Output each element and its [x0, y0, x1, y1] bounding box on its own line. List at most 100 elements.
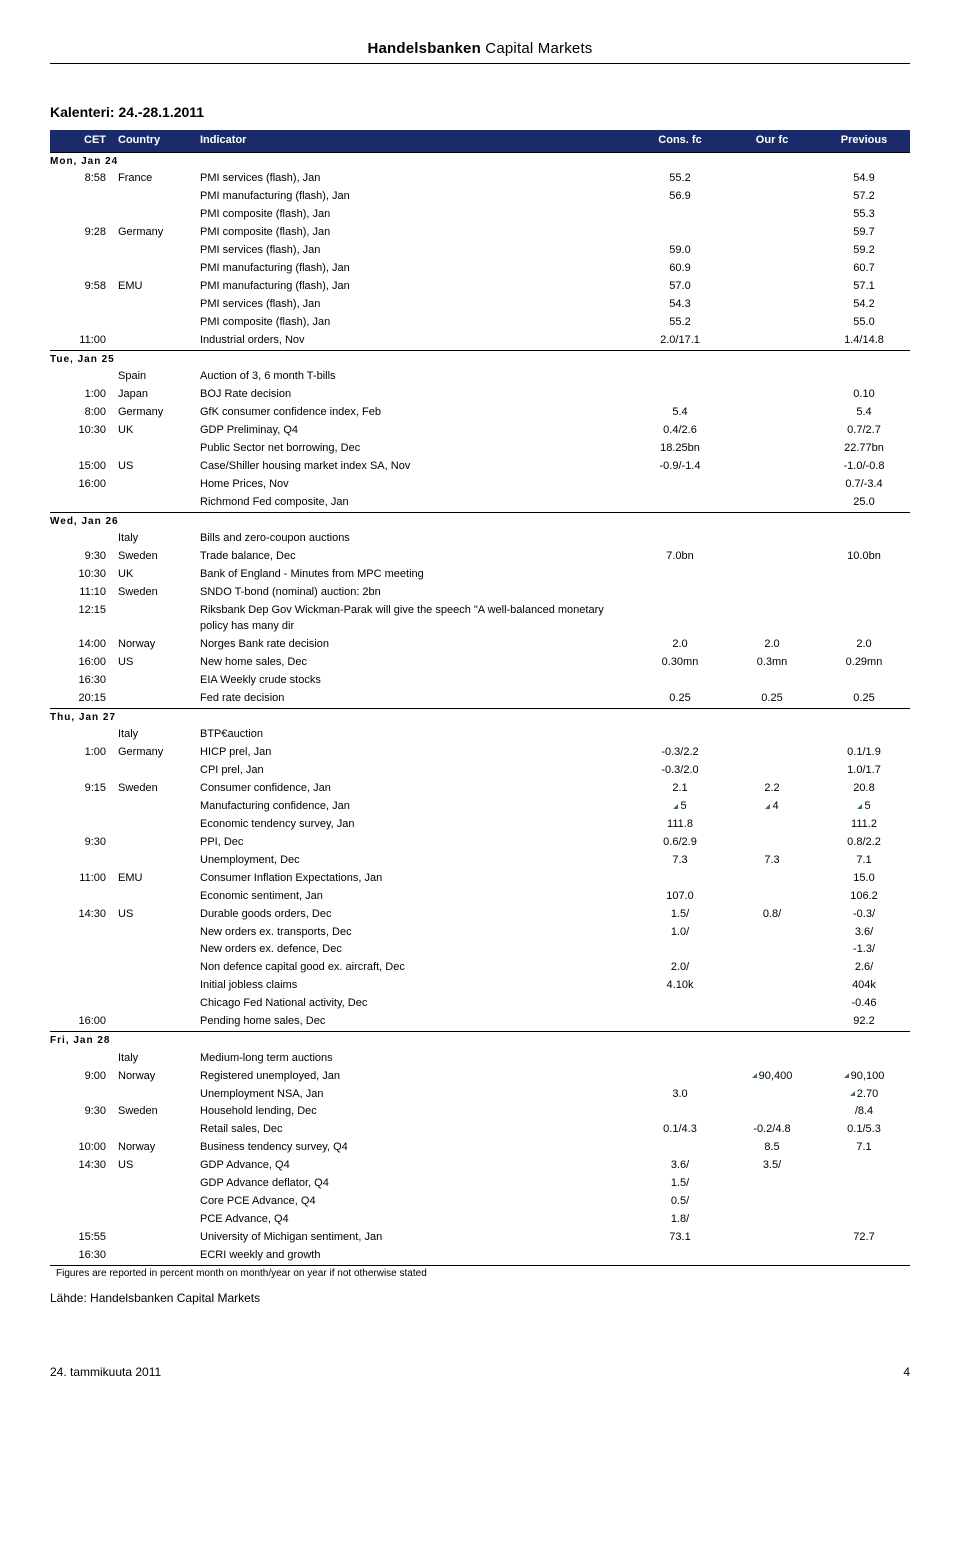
calendar-row: Manufacturing confidence, Jan545 [50, 798, 910, 816]
day-label-row: Fri, Jan 28 [50, 1032, 910, 1050]
cell-cons [634, 584, 726, 602]
cell-cons: -0.3/2.0 [634, 762, 726, 780]
cell-cet: 1:00 [50, 386, 112, 404]
cell-cet [50, 1175, 112, 1193]
footer-date: 24. tammikuuta 2011 [50, 1365, 161, 1379]
cell-country [112, 1175, 194, 1193]
cell-cons: 7.3 [634, 852, 726, 870]
cell-indicator: Fed rate decision [194, 690, 634, 708]
cell-country [112, 188, 194, 206]
source: Lähde: Handelsbanken Capital Markets [50, 1291, 910, 1305]
cell-prev: 0.1/1.9 [818, 744, 910, 762]
cell-country [112, 242, 194, 260]
cell-country [112, 296, 194, 314]
cell-prev: 5 [818, 798, 910, 816]
cell-cet: 16:00 [50, 654, 112, 672]
cell-cet [50, 924, 112, 942]
cell-country [112, 834, 194, 852]
cell-prev [818, 602, 910, 636]
cell-our [726, 548, 818, 566]
cell-country [112, 440, 194, 458]
cell-cet: 16:00 [50, 476, 112, 494]
cell-indicator: Bank of England - Minutes from MPC meeti… [194, 566, 634, 584]
cell-cons [634, 368, 726, 386]
cell-prev [818, 530, 910, 548]
calendar-row: 15:00USCase/Shiller housing market index… [50, 458, 910, 476]
cell-cons: -0.3/2.2 [634, 744, 726, 762]
cell-prev: 57.1 [818, 278, 910, 296]
calendar-row: 11:10SwedenSNDO T-bond (nominal) auction… [50, 584, 910, 602]
calendar-row: PMI manufacturing (flash), Jan56.957.2 [50, 188, 910, 206]
cell-our: 4 [726, 798, 818, 816]
cell-indicator: Trade balance, Dec [194, 548, 634, 566]
cell-cet [50, 959, 112, 977]
cell-country [112, 941, 194, 959]
cell-cons [634, 602, 726, 636]
cell-indicator: Durable goods orders, Dec [194, 906, 634, 924]
cell-prev: 59.7 [818, 224, 910, 242]
cell-cet [50, 941, 112, 959]
cell-our: 7.3 [726, 852, 818, 870]
cell-cet: 9:00 [50, 1068, 112, 1086]
cell-country [112, 1211, 194, 1229]
cell-cet [50, 1193, 112, 1211]
brand-bold: Handelsbanken [367, 40, 480, 57]
cell-indicator: Richmond Fed composite, Jan [194, 494, 634, 512]
cell-country: Spain [112, 368, 194, 386]
cell-cons [634, 566, 726, 584]
cell-country: Norway [112, 636, 194, 654]
cell-indicator: Registered unemployed, Jan [194, 1068, 634, 1086]
calendar-header-row: CET Country Indicator Cons. fc Our fc Pr… [50, 130, 910, 152]
cell-indicator: SNDO T-bond (nominal) auction: 2bn [194, 584, 634, 602]
col-header-our: Our fc [726, 130, 818, 152]
cell-cons [634, 1013, 726, 1031]
calendar-row: 1:00JapanBOJ Rate decision0.10 [50, 386, 910, 404]
cell-indicator: PMI manufacturing (flash), Jan [194, 260, 634, 278]
cell-our [726, 332, 818, 350]
cell-cet: 9:58 [50, 278, 112, 296]
cell-our [726, 260, 818, 278]
cell-prev: 2.70 [818, 1086, 910, 1104]
tick-icon [857, 804, 862, 809]
cell-our [726, 314, 818, 332]
cell-our [726, 422, 818, 440]
cell-our [726, 888, 818, 906]
cell-our [726, 1211, 818, 1229]
calendar-row: 8:58FrancePMI services (flash), Jan55.25… [50, 170, 910, 188]
cell-cet: 16:30 [50, 1247, 112, 1265]
cell-prev [818, 672, 910, 690]
cell-cons: 0.5/ [634, 1193, 726, 1211]
cell-cons [634, 870, 726, 888]
cell-indicator: Consumer confidence, Jan [194, 780, 634, 798]
calendar-row: SpainAuction of 3, 6 month T-bills [50, 368, 910, 386]
calendar-row: 16:00USNew home sales, Dec0.30mn0.3mn0.2… [50, 654, 910, 672]
cell-country [112, 260, 194, 278]
calendar-row: New orders ex. transports, Dec1.0/3.6/ [50, 924, 910, 942]
cell-indicator: PMI composite (flash), Jan [194, 206, 634, 224]
cell-indicator: Initial jobless claims [194, 977, 634, 995]
cell-cons [634, 726, 726, 744]
cell-prev: -0.3/ [818, 906, 910, 924]
cell-country [112, 1013, 194, 1031]
cell-prev [818, 1193, 910, 1211]
cell-country: Sweden [112, 584, 194, 602]
tick-icon [752, 1073, 757, 1078]
cell-our [726, 404, 818, 422]
cell-prev: 2.0 [818, 636, 910, 654]
cell-cons: 2.0/17.1 [634, 332, 726, 350]
cell-indicator: PMI services (flash), Jan [194, 242, 634, 260]
cell-indicator: Business tendency survey, Q4 [194, 1139, 634, 1157]
cell-our [726, 834, 818, 852]
cell-country: Japan [112, 386, 194, 404]
cell-prev: /8.4 [818, 1103, 910, 1121]
cell-cons: 3.6/ [634, 1157, 726, 1175]
day-label-row: Wed, Jan 26 [50, 512, 910, 530]
cell-cet: 9:15 [50, 780, 112, 798]
cell-country [112, 798, 194, 816]
cell-indicator: Auction of 3, 6 month T-bills [194, 368, 634, 386]
cell-prev: 0.29mn [818, 654, 910, 672]
cell-country: Sweden [112, 780, 194, 798]
calendar-row: 14:00NorwayNorges Bank rate decision2.02… [50, 636, 910, 654]
cell-country: US [112, 906, 194, 924]
cell-country [112, 995, 194, 1013]
